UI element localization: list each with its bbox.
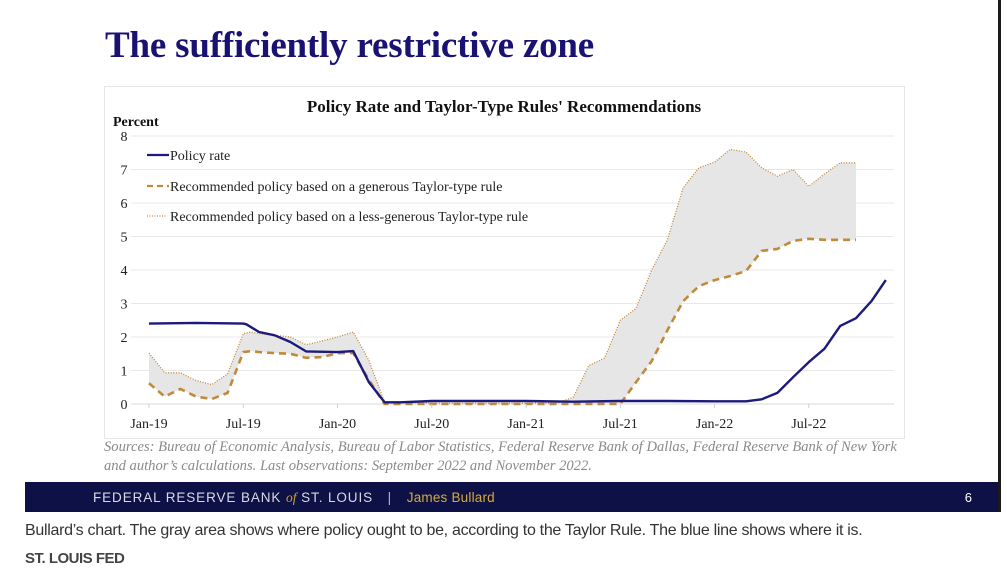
slide: The sufficiently restrictive zone Policy… bbox=[25, 0, 1001, 512]
series-line-less-generous bbox=[148, 148, 856, 404]
shaded-band bbox=[149, 149, 856, 404]
image-credit: ST. LOUIS FED bbox=[25, 550, 125, 567]
legend-item-policy: Policy rate bbox=[147, 149, 230, 164]
footer-separator: | bbox=[387, 490, 393, 505]
sources-note: Sources: Bureau of Economic Analysis, Bu… bbox=[104, 439, 897, 474]
y-tick-label: 4 bbox=[121, 264, 128, 279]
footer-org-city: ST. LOUIS bbox=[301, 490, 374, 505]
x-tick-label: Jan-19 bbox=[130, 417, 167, 432]
image-caption: Bullard’s chart. The gray area shows whe… bbox=[25, 522, 863, 539]
legend-label-generous: Recommended policy based on a generous T… bbox=[170, 180, 502, 195]
y-tick-label: 2 bbox=[121, 331, 128, 346]
chart-title: Policy Rate and Taylor-Type Rules' Recom… bbox=[307, 97, 702, 116]
x-tick-label: Jan-20 bbox=[319, 417, 356, 432]
chart-frame: Policy Rate and Taylor-Type Rules' Recom… bbox=[104, 86, 905, 439]
footer-org-of: of bbox=[285, 490, 297, 505]
x-tick-label: Jul-20 bbox=[414, 417, 449, 432]
footer-organization: FEDERAL RESERVE BANK of ST. LOUIS | Jame… bbox=[93, 490, 495, 506]
y-tick-labels: 0 1 2 3 4 5 6 7 8 bbox=[121, 130, 128, 413]
x-tick-label: Jul-21 bbox=[603, 417, 638, 432]
y-tick-label: 1 bbox=[121, 365, 128, 380]
y-tick-label: 7 bbox=[121, 164, 128, 179]
y-tick-label: 8 bbox=[121, 130, 128, 145]
slide-title: The sufficiently restrictive zone bbox=[105, 25, 594, 66]
y-tick-label: 3 bbox=[121, 298, 128, 313]
legend-item-generous: Recommended policy based on a generous T… bbox=[147, 180, 502, 195]
chart: Policy Rate and Taylor-Type Rules' Recom… bbox=[113, 97, 894, 432]
x-tick-label: Jan-21 bbox=[507, 417, 544, 432]
y-tick-label: 0 bbox=[121, 398, 128, 413]
shaded-band-layer bbox=[149, 149, 856, 404]
y-tick-label: 6 bbox=[121, 197, 128, 212]
footer-author: James Bullard bbox=[406, 490, 495, 505]
y-axis-label: Percent bbox=[113, 115, 159, 130]
footer-org-name: FEDERAL RESERVE BANK bbox=[93, 490, 282, 505]
legend-item-less-generous: Recommended policy based on a less-gener… bbox=[147, 210, 528, 225]
legend-label-policy: Policy rate bbox=[170, 149, 230, 164]
footer-bar: FEDERAL RESERVE BANK of ST. LOUIS | Jame… bbox=[25, 482, 998, 512]
x-tick-labels: Jan-19 Jul-19 Jan-20 Jul-20 Jan-21 Jul-21 Jan-… bbox=[130, 404, 826, 432]
x-tick-label: Jul-19 bbox=[226, 417, 261, 432]
page-number: 6 bbox=[964, 490, 972, 505]
y-tick-label: 5 bbox=[121, 231, 128, 246]
x-tick-label: Jan-22 bbox=[696, 417, 733, 432]
series-line-policy bbox=[148, 279, 887, 404]
legend: Policy rate Recommended policy based on … bbox=[147, 149, 528, 225]
x-tick-label: Jul-22 bbox=[791, 417, 826, 432]
legend-label-less-generous: Recommended policy based on a less-gener… bbox=[170, 210, 528, 225]
